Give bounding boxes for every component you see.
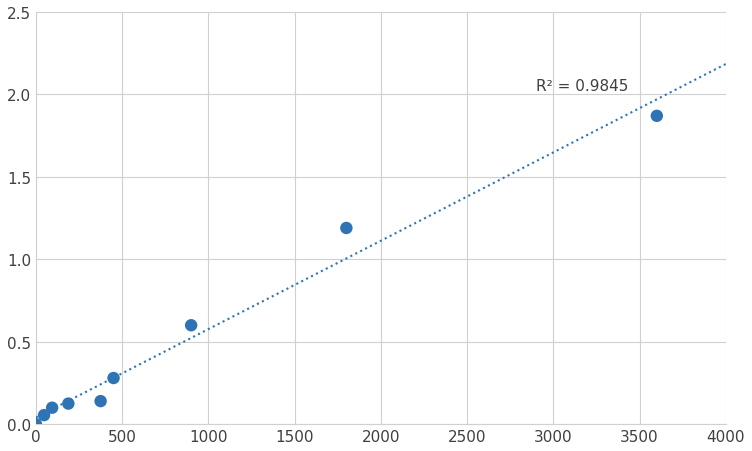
Point	[185, 322, 197, 329]
Text: R² = 0.9845: R² = 0.9845	[536, 78, 629, 93]
Point	[46, 404, 58, 411]
Point	[95, 398, 107, 405]
Point	[108, 375, 120, 382]
Point	[38, 412, 50, 419]
Point	[650, 113, 663, 120]
Point	[341, 225, 353, 232]
Point	[30, 421, 42, 428]
Point	[62, 400, 74, 407]
